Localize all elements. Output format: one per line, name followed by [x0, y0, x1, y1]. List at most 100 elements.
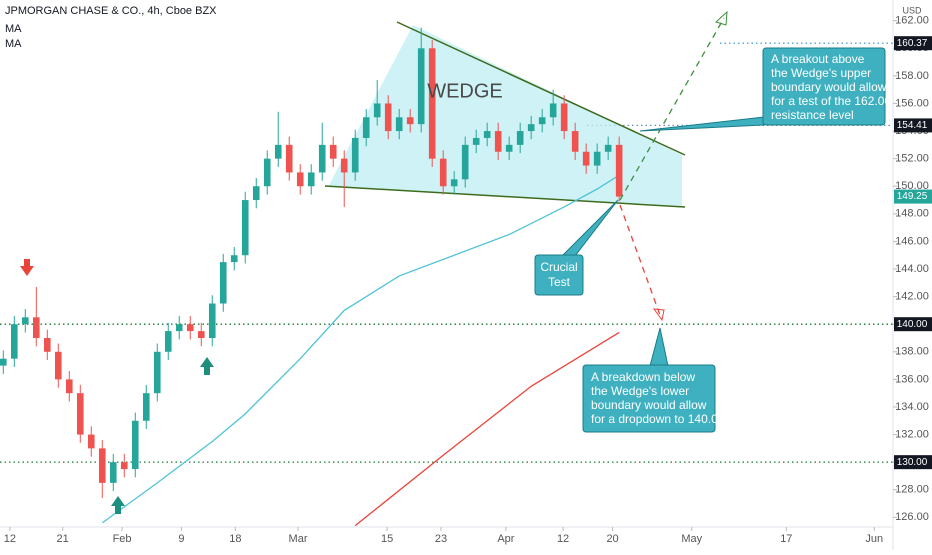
- price-tag-label: 154.41: [897, 120, 928, 131]
- candle-body: [538, 117, 546, 125]
- candle-body: [307, 172, 315, 187]
- y-tick-label: 134.00: [895, 401, 929, 413]
- breakout-path: [619, 17, 725, 201]
- candle-body: [340, 158, 348, 173]
- candle-body: [263, 158, 271, 187]
- wedge-lower: [324, 185, 686, 208]
- candle-body: [461, 144, 469, 180]
- legend-entry: MA: [5, 38, 22, 50]
- candle-body: [109, 462, 117, 483]
- x-tick-label: Feb: [113, 533, 132, 545]
- candle-body: [329, 144, 337, 159]
- x-tick-label: 12: [557, 533, 569, 545]
- y-tick-label: 158.00: [895, 70, 929, 82]
- x-tick-label: May: [681, 533, 702, 545]
- candle-body: [32, 317, 40, 338]
- currency: USD: [902, 5, 922, 15]
- callout-text: Crucial: [540, 260, 577, 274]
- candle-body: [505, 144, 513, 152]
- callout-box: [582, 364, 716, 433]
- x-tick-label: 23: [435, 533, 447, 545]
- callout-text: A breakdown below: [591, 370, 695, 384]
- candle-body: [428, 48, 436, 159]
- candle-body: [362, 117, 370, 138]
- breakdown-path: [619, 204, 661, 316]
- x-tick-label: 17: [780, 533, 792, 545]
- candle-body: [285, 144, 293, 173]
- candle-body: [582, 151, 590, 166]
- candle-body: [516, 131, 524, 145]
- candle-body: [208, 303, 216, 338]
- candle-body: [65, 379, 73, 394]
- callout-text: resistance level: [771, 108, 854, 122]
- candle-body: [615, 144, 623, 197]
- candle-body: [54, 351, 62, 380]
- callout-text: boundary would allow: [591, 398, 707, 412]
- x-tick-label: 12: [4, 533, 16, 545]
- candle-body: [76, 393, 84, 435]
- wedge-upper: [396, 21, 686, 156]
- candle-body: [494, 131, 502, 152]
- candle-body: [604, 144, 612, 152]
- candle-body: [351, 137, 359, 173]
- callout-text: A breakout above: [771, 52, 865, 66]
- x-tick-label: 21: [57, 533, 69, 545]
- candle-body: [384, 103, 392, 132]
- moving-average: [101, 174, 620, 524]
- callout-text: Test: [548, 275, 571, 289]
- wedge-label: WEDGE: [427, 80, 503, 102]
- callout-text: boundary would allow: [771, 80, 887, 94]
- x-tick-label: 15: [381, 533, 393, 545]
- candle-body: [153, 351, 161, 394]
- candle-body: [164, 331, 172, 352]
- chart-title: JPMORGAN CHASE & CO., 4h, Cboe BZX: [5, 5, 217, 17]
- candle-body: [549, 103, 557, 118]
- candle-body: [483, 131, 491, 138]
- marks-layer: [0, 27, 623, 527]
- candle-body: [439, 158, 447, 187]
- y-tick-label: 128.00: [895, 484, 929, 496]
- callout-text: for a dropdown to 140.00: [591, 412, 725, 426]
- candle-body: [450, 179, 458, 187]
- candle-body: [131, 420, 139, 470]
- candle-body: [593, 151, 601, 166]
- price-tag-label: 160.37: [897, 38, 928, 49]
- x-tick-label: Mar: [289, 533, 308, 545]
- callout-box: [534, 254, 584, 296]
- candle-body: [373, 103, 381, 118]
- candle-body: [406, 117, 414, 125]
- candle-body: [186, 324, 194, 332]
- candle-body: [87, 434, 95, 449]
- callout-text: for a test of the 162.00: [771, 94, 891, 108]
- up-arrow: [200, 357, 214, 375]
- wedge-area: [328, 25, 682, 206]
- callout-text: the Wedge's lower: [591, 384, 689, 398]
- price-tag-label: 130.00: [897, 457, 928, 468]
- candle-body: [0, 358, 7, 366]
- candle-body: [296, 172, 304, 187]
- y-tick-label: 162.00: [895, 15, 929, 27]
- candle-body: [395, 117, 403, 132]
- axis-layer: 126.00 128.00 130.00 132.00 134.00 136.00 138.…: [4, 15, 932, 545]
- candle-body: [43, 337, 51, 352]
- x-tick-label: 20: [606, 533, 618, 545]
- candle-body: [120, 462, 128, 470]
- x-tick-label: Apr: [497, 533, 514, 545]
- candle-body: [472, 137, 480, 145]
- price-tag: [894, 455, 932, 470]
- moving-average: [354, 331, 620, 527]
- candle-body: [527, 124, 535, 132]
- candle-body: [98, 448, 106, 483]
- candle-body: [241, 200, 249, 256]
- candle-body: [274, 144, 282, 159]
- x-tick-label: 9: [178, 533, 184, 545]
- y-tick-label: 156.00: [895, 97, 929, 109]
- legend-entry: MA: [5, 23, 22, 35]
- y-tick-label: 142.00: [895, 291, 929, 303]
- y-tick-label: 148.00: [895, 208, 929, 220]
- candle-body: [571, 131, 579, 152]
- price-tag: [894, 36, 932, 51]
- y-tick-label: 138.00: [895, 346, 929, 358]
- arrow-head: [652, 308, 665, 322]
